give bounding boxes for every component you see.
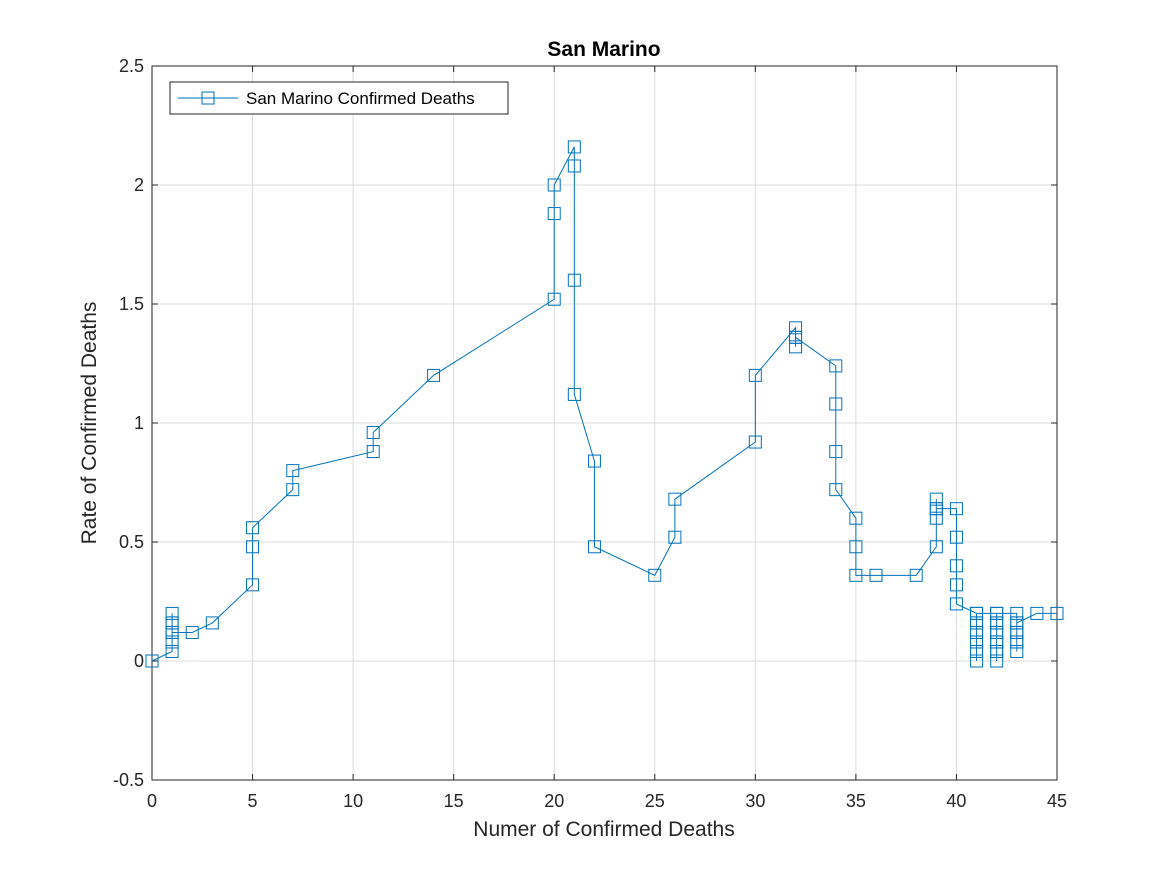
data-point-marker	[366, 426, 380, 440]
data-point-marker	[789, 340, 803, 354]
data-point-marker	[427, 368, 441, 382]
data-point-marker	[990, 654, 1004, 668]
data-point-marker	[547, 207, 561, 221]
data-point-marker	[970, 625, 984, 639]
data-point-marker	[648, 568, 662, 582]
x-tick-label: 40	[946, 791, 966, 811]
data-point-marker	[849, 568, 863, 582]
data-point-marker	[587, 540, 601, 554]
data-point-marker	[909, 568, 923, 582]
data-point-marker	[246, 578, 260, 592]
data-point-marker	[185, 625, 199, 639]
x-tick-label: 35	[846, 791, 866, 811]
data-point-marker	[246, 540, 260, 554]
data-point-marker	[567, 159, 581, 173]
data-point-marker	[829, 359, 843, 373]
data-point-marker	[567, 273, 581, 287]
data-point-marker	[587, 454, 601, 468]
data-point-marker	[205, 616, 219, 630]
y-tick-label: 0.5	[119, 532, 144, 552]
data-point-marker	[165, 616, 179, 630]
legend: San Marino Confirmed Deaths	[169, 81, 509, 115]
data-point-marker	[990, 644, 1004, 658]
x-tick-label: 45	[1047, 791, 1067, 811]
data-point-marker	[1010, 616, 1024, 630]
data-point-marker	[970, 606, 984, 620]
data-point-marker	[970, 616, 984, 630]
data-point-marker	[165, 644, 179, 658]
data-point-marker	[286, 464, 300, 478]
data-point-marker	[970, 654, 984, 668]
data-point-marker	[990, 625, 1004, 639]
x-axis-label: Numer of Confirmed Deaths	[473, 818, 734, 841]
data-point-marker	[789, 330, 803, 344]
data-point-marker	[949, 559, 963, 573]
y-tick-label: 0	[134, 651, 144, 671]
data-point-marker	[246, 521, 260, 535]
data-point-marker	[869, 568, 883, 582]
data-point-marker	[990, 606, 1004, 620]
x-tick-label: 0	[147, 791, 157, 811]
data-point-marker	[165, 635, 179, 649]
data-point-marker	[1050, 606, 1064, 620]
x-tick-label: 15	[444, 791, 464, 811]
data-point-marker	[547, 178, 561, 192]
data-point-marker	[990, 635, 1004, 649]
data-point-marker	[970, 635, 984, 649]
y-tick-label: 2	[134, 175, 144, 195]
y-tick-label: 1.5	[119, 294, 144, 314]
data-point-marker	[849, 511, 863, 525]
series-group	[145, 140, 1064, 668]
data-point-marker	[366, 445, 380, 459]
data-point-marker	[145, 654, 159, 668]
data-point-marker	[929, 492, 943, 506]
data-point-marker	[949, 530, 963, 544]
data-point-marker	[567, 140, 581, 154]
data-point-marker	[748, 368, 762, 382]
data-point-marker	[165, 606, 179, 620]
data-point-marker	[949, 578, 963, 592]
x-tick-label: 25	[645, 791, 665, 811]
data-point-marker	[949, 502, 963, 516]
y-tick-label: -0.5	[113, 770, 144, 790]
y-tick-label: 2.5	[119, 56, 144, 76]
data-point-marker	[929, 502, 943, 516]
x-tick-label: 20	[544, 791, 564, 811]
data-point-marker	[1010, 606, 1024, 620]
y-axis-label: Rate of Confirmed Deaths	[78, 302, 101, 545]
data-point-marker	[567, 387, 581, 401]
data-point-marker	[789, 321, 803, 335]
data-point-marker	[829, 397, 843, 411]
x-tick-label: 5	[248, 791, 258, 811]
data-point-marker	[829, 445, 843, 459]
data-point-marker	[668, 492, 682, 506]
data-point-marker	[829, 483, 843, 497]
data-point-marker	[1030, 606, 1044, 620]
data-point-marker	[748, 435, 762, 449]
legend-entry-label: San Marino Confirmed Deaths	[246, 89, 475, 108]
ticks: 0 5 10 15 20 25 30 35 40 45-0.500.511.522.5	[113, 56, 1067, 811]
chart-title: San Marino	[547, 38, 660, 61]
data-point-marker	[929, 540, 943, 554]
data-point-marker	[165, 625, 179, 639]
data-point-marker	[849, 540, 863, 554]
data-point-marker	[970, 644, 984, 658]
data-point-marker	[1010, 635, 1024, 649]
data-point-marker	[990, 616, 1004, 630]
x-tick-label: 10	[343, 791, 363, 811]
data-point-marker	[547, 292, 561, 306]
data-point-marker	[1010, 625, 1024, 639]
x-tick-label: 30	[745, 791, 765, 811]
legend-marker-sample	[201, 91, 215, 105]
data-point-marker	[668, 530, 682, 544]
legend-box	[169, 81, 509, 115]
data-point-marker	[286, 483, 300, 497]
data-point-marker	[1010, 644, 1024, 658]
data-point-marker	[929, 511, 943, 525]
data-point-marker	[949, 597, 963, 611]
y-tick-label: 1	[134, 413, 144, 433]
